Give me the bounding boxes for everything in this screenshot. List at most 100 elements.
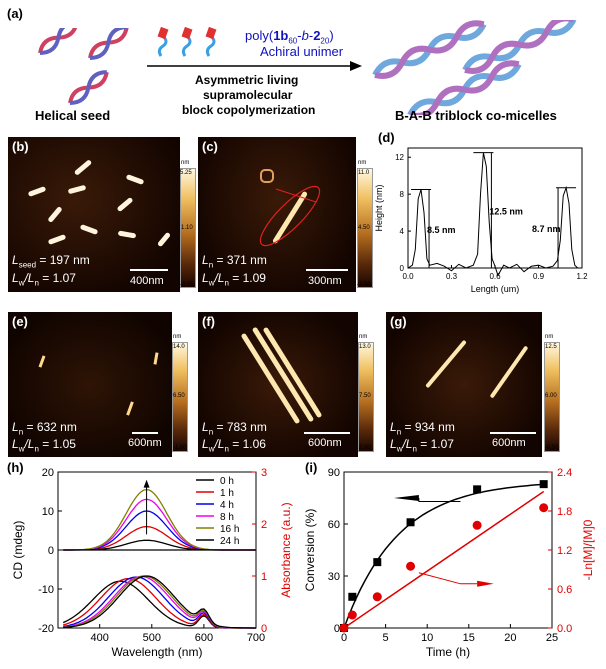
cb-g-min: -0.50 [545,445,559,451]
y2-tick-label-i: 1.2 [557,545,572,557]
colorbar-g [544,342,560,452]
afm-image-c: (c) Ln = 371 nm Lw/Ln = 1.09 300nm [198,137,356,292]
panel-d-label: (d) [378,130,395,145]
peak-annotation: 12.5 nm [489,206,523,216]
process-arrow [147,61,362,71]
y2-tick-label-i: 0.0 [557,623,572,635]
x-tick-label-i: 25 [546,632,558,644]
x-tick-label-d: 1.2 [576,272,588,281]
panel-g-label: (g) [390,314,407,329]
legend-label: 4 h [220,500,234,511]
afm-e-scale-label: 600nm [128,437,162,449]
process-line2: supramolecular [203,88,293,102]
ln-fit-line [343,490,545,629]
height-profile-line [407,152,582,277]
afm-f-length: Ln = 783 nm [202,420,267,437]
cb-c-mid: 4.50 [358,225,370,231]
x-tick-label-i: 5 [383,632,389,644]
conversion-point [348,592,357,601]
y-tick-label-h: 20 [42,467,54,479]
panel-h-label: (h) [7,460,24,475]
y-tick-label-d: 0 [400,264,405,273]
ln-point [406,561,416,571]
y2-tick-label-h: 1 [261,571,267,583]
ln-point [472,520,482,530]
afm-e-pdi: Lw/Ln = 1.05 [12,437,76,454]
height-profile-chart: 0.0 0.3 0.6 0.9 1.2 0 4 8 12 Length (um) Height (n… [374,147,588,294]
x-tick-label-h: 600 [195,632,213,644]
afm-f-pdi: Lw/Ln = 1.06 [202,437,266,454]
abs-series-24h [63,575,256,629]
conversion-arrowhead [393,495,419,501]
afm-b-scalebar [130,269,168,271]
y-tick-label-h: -10 [38,584,54,596]
panel-f-label: (f) [202,314,215,329]
unimer-formula: poly(1b60-b-220) [245,28,334,46]
legend-label: 16 h [220,524,239,535]
x-tick-label-h: 400 [91,632,109,644]
conversion-fit-line [343,483,544,629]
y2-tick-label-h: 0 [261,623,267,635]
y-tick-label-d: 8 [400,190,405,199]
panel-i-label: (i) [305,460,318,475]
cb-g-mid: 6.00 [545,393,557,399]
triblock-comicelles-illustration [372,20,577,115]
y-tick-label-i: 0 [334,623,340,635]
panel-b-label: (b) [12,139,29,154]
conversion-point [373,558,382,567]
cb-e-max: 14.0 [173,344,185,350]
cb-b-max: 5.25 [180,170,192,176]
x-axis-label-h: Wavelength (nm) [112,645,203,659]
x-axis-label-i: Time (h) [426,645,470,659]
afm-g-scalebar [490,432,536,434]
afm-b-scale-label: 400nm [130,275,164,287]
conversion-axis-arrow [418,498,461,502]
process-line1: Asymmetric living [195,73,299,87]
colorbar-f [358,342,374,452]
peak-annotation: 8.7 nm [532,224,561,234]
panel-a-label: (a) [7,6,23,21]
kinetics-chart: 0 5 10 15 20 25 0 30 60 90 0.0 0.6 1.2 1.8 2.4 Time (h)… [303,467,595,659]
x-tick-label-d: 0.6 [489,272,501,281]
y2-axis-label-i: -Ln[M]/[M]0 [581,519,595,580]
peak-annotation: 8.5 nm [427,225,456,235]
afm-g-pdi: Lw/Ln = 1.07 [390,437,454,454]
legend-label: 8 h [220,512,234,523]
afm-c-scalebar [306,269,348,271]
y2-tick-label-i: 1.8 [557,506,572,518]
y-tick-label-i: 90 [328,467,340,479]
process-line3: block copolymerization [182,103,316,117]
panel-c-label: (c) [202,139,218,154]
cd-arrowhead [143,479,150,488]
ln-point [339,623,349,633]
plot-frame-i [343,471,553,629]
y-tick-label-d: 4 [400,227,405,236]
afm-e-scalebar [132,432,158,434]
afm-c-length: Ln = 371 nm [202,253,267,270]
cb-e-mid: 6.50 [173,393,185,399]
y-axis-label-h: CD (mdeg) [11,521,25,580]
cb-g-max: 12.5 [545,344,557,350]
ln-arrowhead [477,580,494,587]
afm-image-b: (b) Lseed = 197 nm Lw/Ln = 1.07 400nm [8,137,180,292]
cb-e-unit: nm [173,334,182,340]
afm-f-scale-label: 600nm [308,437,342,449]
afm-b-pdi: Lw/Ln = 1.07 [12,271,76,288]
cb-f-mid: 7.50 [359,393,371,399]
cb-b-mid: 1.10 [181,225,193,231]
cb-e-min: -1.00 [173,445,187,451]
y-tick-label-d: 12 [395,153,404,162]
y-tick-label-i: 30 [328,571,340,583]
afm-b-length: Lseed = 197 nm [12,253,90,270]
cb-b-unit: nm [181,160,190,166]
cb-f-min: 2.00 [359,445,371,451]
cb-b-min: -3.05 [180,282,194,288]
conversion-point [539,480,548,489]
afm-c-scale-label: 300nm [308,275,342,287]
y2-tick-label-i: 0.6 [557,584,572,596]
x-axis-label-d: Length (um) [471,284,520,294]
cb-c-unit: nm [358,160,367,166]
x-tick-label-i: 15 [463,632,475,644]
ln-axis-arrow [418,572,478,585]
y-axis-label-i: Conversion (%) [303,509,317,592]
